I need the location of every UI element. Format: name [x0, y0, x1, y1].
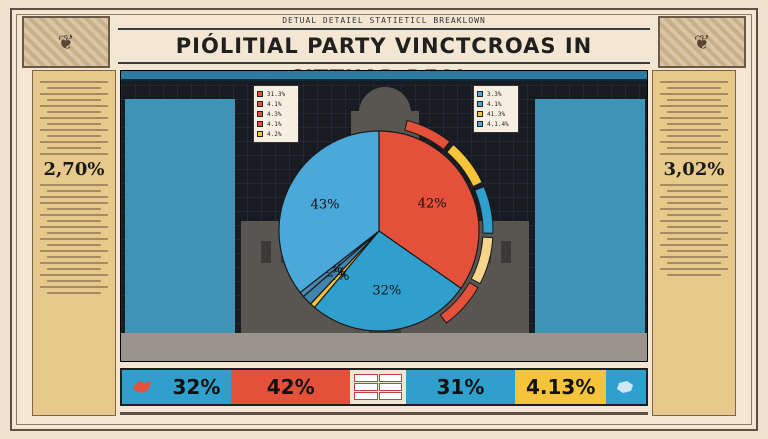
pie-slice — [278, 130, 380, 294]
poster-header: ❦ ❦ DETUAL DETAIEL STATIETICL BREAKLOWN … — [18, 14, 750, 90]
text-lines — [40, 184, 108, 198]
legend-label: 4.2% — [267, 130, 282, 138]
legend-label: 3.3% — [487, 90, 502, 98]
legend-label: 4.1% — [487, 100, 502, 108]
results-band: 32% 42% 31% 4.13% — [120, 368, 648, 406]
blue-panel-left — [125, 99, 235, 333]
result-value: 42% — [231, 370, 351, 404]
legend-entry: 4.2% — [257, 129, 295, 139]
legend-entry: 3.3% — [477, 89, 515, 99]
poster-title: PIÓLITIAL PARTY VINCTCROAS IN CITTUAD RE… — [118, 28, 650, 90]
top-band — [121, 71, 647, 81]
ornament-right-icon: ❦ — [658, 16, 746, 68]
left-big-value: 2,70% — [43, 159, 105, 180]
legend-label: 4.3% — [267, 110, 282, 118]
legend-entry: 4.1% — [477, 99, 515, 109]
blue-panel-right — [535, 99, 645, 333]
footer-rule — [120, 412, 648, 415]
legend-label: 4.1% — [267, 120, 282, 128]
legend-swatch — [257, 111, 263, 117]
legend-label: 41.3% — [487, 110, 506, 118]
pie-ring-segment — [446, 143, 483, 188]
poster-subtitle: DETUAL DETAIEL STATIETICL BREAKLOWN — [282, 16, 486, 25]
text-lines — [40, 226, 108, 294]
result-value: 4.13% — [515, 370, 607, 404]
legend-label: 4.1% — [267, 100, 282, 108]
pie-slice — [313, 230, 462, 332]
legend-swatch — [477, 101, 483, 107]
result-value: 31% — [405, 370, 516, 404]
legend-entry: 31.3% — [257, 89, 295, 99]
text-lines — [40, 81, 108, 155]
legend-swatch — [477, 91, 483, 97]
right-big-value: 3,02% — [663, 159, 725, 180]
pie-chart: 42%32%1%2%1%43% — [278, 119, 494, 332]
legend-entry: 41.3% — [477, 109, 515, 119]
legend-entry: 4.1% — [257, 119, 295, 129]
pie-ring-segment — [439, 281, 479, 324]
legend-swatch — [477, 121, 483, 127]
result-mini-table — [350, 370, 406, 404]
ornament-left-icon: ❦ — [22, 16, 110, 68]
legend-right: 3.3% 4.1% 41.3% 4.1.4% — [473, 85, 519, 133]
map-right-icon — [606, 370, 646, 404]
legend-swatch — [257, 131, 263, 137]
legend-entry: 4.1.4% — [477, 119, 515, 129]
legend-swatch — [477, 111, 483, 117]
map-left-icon — [122, 370, 162, 404]
text-lines — [660, 184, 728, 204]
pie-ring-segment — [470, 236, 494, 285]
legend-entry: 4.1% — [257, 99, 295, 109]
chart-stage: 31.3% 4.1% 4.3% 4.1% 4.2% 3.3% 4.1% 41.3% 4.1.4… — [120, 70, 648, 362]
text-lines — [660, 208, 728, 276]
pie-slice-label: 42% — [418, 196, 447, 211]
legend-swatch — [257, 101, 263, 107]
pie-slice-label: 32% — [372, 283, 401, 298]
pie-ring-segment — [474, 185, 494, 234]
right-side-panel: 3,02% — [652, 70, 736, 416]
pie-slice — [378, 130, 480, 290]
left-side-panel: 2,70% — [32, 70, 116, 416]
legend-swatch — [257, 121, 263, 127]
legend-swatch — [257, 91, 263, 97]
text-lines — [660, 81, 728, 155]
pie-slice-label: 43% — [311, 198, 340, 213]
legend-label: 31.3% — [267, 90, 286, 98]
legend-label: 4.1.4% — [487, 120, 509, 128]
result-value: 32% — [161, 370, 232, 404]
legend-left: 31.3% 4.1% 4.3% 4.1% 4.2% — [253, 85, 299, 143]
legend-entry: 4.3% — [257, 109, 295, 119]
pie-ring-segment — [404, 119, 451, 151]
text-lines — [40, 202, 108, 222]
